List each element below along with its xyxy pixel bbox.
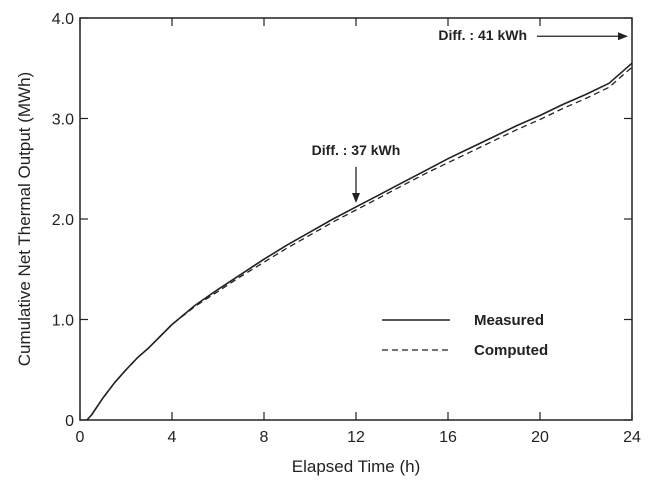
x-tick-label: 16 — [439, 429, 457, 446]
x-tick-label: 12 — [347, 429, 365, 446]
legend: Measured Computed — [382, 312, 548, 359]
annotation-label: Diff. : 37 kWh — [312, 142, 401, 158]
y-tick-label: 2.0 — [52, 212, 74, 229]
x-tick-label: 20 — [531, 429, 549, 446]
y-tick-label: 3.0 — [52, 112, 74, 129]
annotation-label: Diff. : 41 kWh — [438, 27, 527, 43]
series-line-measured — [86, 62, 633, 421]
x-tick-label: 0 — [76, 429, 85, 446]
annotation-arrowhead — [352, 192, 360, 203]
y-axis-ticks: 0 1.0 2.0 3.0 4.0 — [52, 11, 632, 430]
y-axis-label: Cumulative Net Thermal Output (MWh) — [15, 72, 34, 366]
x-tick-label: 24 — [623, 429, 641, 446]
x-tick-label: 4 — [168, 429, 177, 446]
legend-computed-label: Computed — [474, 342, 548, 359]
y-tick-label: 0 — [65, 413, 74, 430]
annotation-arrowhead — [618, 32, 628, 41]
x-axis-ticks: 0 4 8 12 16 20 24 — [76, 18, 641, 446]
legend-measured-label: Measured — [474, 312, 544, 329]
series-layer — [86, 62, 633, 421]
series-line-computed — [86, 66, 633, 421]
y-tick-label: 1.0 — [52, 313, 74, 330]
annotations: Diff. : 37 kWh Diff. : 41 kWh — [312, 27, 628, 203]
y-tick-label: 4.0 — [52, 11, 74, 28]
x-axis-label: Elapsed Time (h) — [292, 457, 421, 476]
plot-frame — [79, 17, 633, 421]
x-tick-label: 8 — [260, 429, 269, 446]
